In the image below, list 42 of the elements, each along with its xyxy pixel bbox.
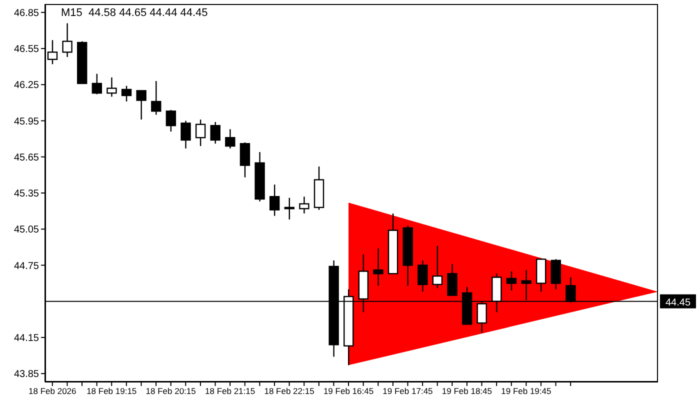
candlestick	[240, 142, 250, 178]
candlestick	[151, 80, 162, 116]
x-tick-label: 18 Feb 22:15	[264, 386, 315, 396]
y-tick-label: 45.65	[14, 152, 40, 164]
candlestick	[166, 109, 176, 132]
candlestick	[447, 263, 458, 296]
x-tick-label: 18 Feb 20:15	[146, 386, 196, 396]
candlestick	[121, 85, 132, 102]
y-tick-label: 45.95	[14, 116, 40, 128]
chart-title: M15 44.58 44.65 44.44 44.45	[61, 7, 208, 19]
y-tick-label: 46.55	[14, 44, 40, 56]
candlestick	[373, 248, 384, 286]
candlestick	[136, 90, 146, 120]
y-tick-label: 45.35	[14, 188, 40, 200]
candlestick	[180, 120, 191, 150]
y-tick-label: 46.85	[14, 8, 40, 19]
candlestick	[432, 245, 443, 289]
candlestick	[269, 184, 280, 216]
y-tick-label: 46.25	[14, 80, 40, 92]
candlestick	[92, 73, 102, 95]
candlestick	[506, 270, 517, 292]
candlestick	[106, 76, 117, 98]
x-tick-label: 19 Feb 16:45	[323, 386, 374, 396]
x-tick-label: 19 Feb 19:45	[501, 386, 552, 396]
candlestick	[225, 128, 236, 150]
ref-line-label: 44.45	[665, 297, 691, 308]
y-tick-label: 44.75	[14, 260, 40, 272]
y-tick-label: 45.05	[14, 224, 40, 236]
x-tick-label: 19 Feb 17:45	[382, 386, 434, 396]
x-tick-label: 19 Feb 18:45	[442, 386, 492, 396]
y-tick-label: 43.85	[14, 369, 40, 380]
candlestick	[418, 260, 428, 292]
candlestick	[550, 258, 561, 290]
x-tick-label: 18 Feb 2026	[28, 386, 77, 396]
x-tick-label: 18 Feb 19:15	[86, 386, 137, 396]
x-tick-label: 18 Feb 21:15	[205, 386, 256, 396]
candlestick	[47, 40, 58, 65]
candlestick	[299, 196, 310, 214]
candlestick	[195, 118, 206, 147]
y-tick-label: 44.15	[14, 333, 40, 344]
candlestick	[62, 22, 72, 58]
candlestick	[210, 121, 220, 144]
